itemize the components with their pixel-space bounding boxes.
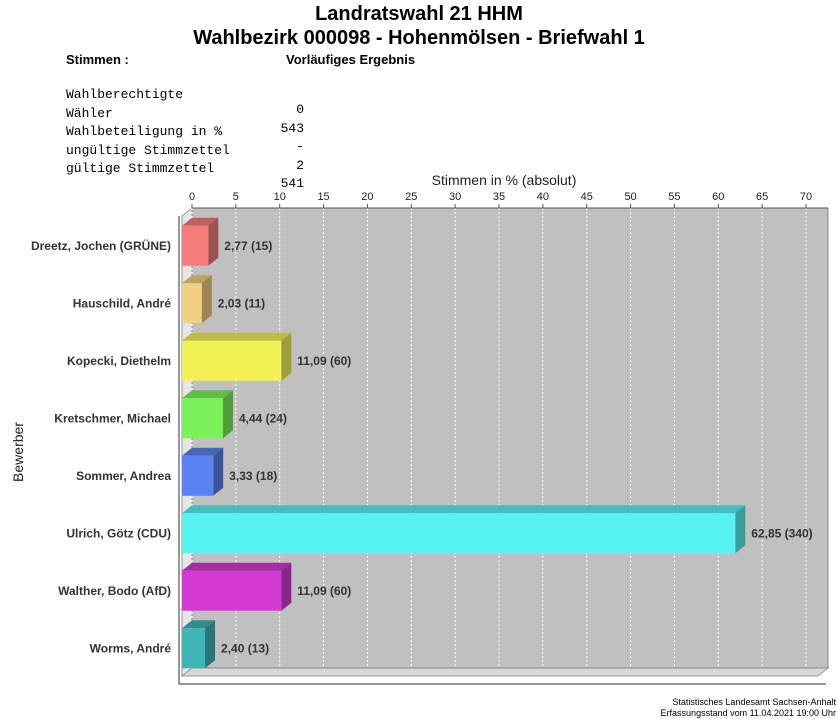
bar-top bbox=[182, 332, 292, 341]
x-tick-label: 15 bbox=[317, 191, 329, 203]
stats-header-left: Stimmen : bbox=[66, 52, 129, 67]
bar bbox=[182, 398, 223, 439]
x-tick-label: 55 bbox=[668, 191, 680, 203]
stats-header-right: Vorläufiges Ergebnis bbox=[286, 52, 416, 67]
stats-label: Wahlberechtigte bbox=[66, 87, 184, 102]
category-label: Kretschmer, Michael bbox=[54, 411, 171, 425]
data-label: 11,09 (60) bbox=[297, 354, 351, 368]
x-tick-label: 0 bbox=[189, 191, 195, 203]
bar-side bbox=[735, 505, 746, 554]
y-axis-title: Bewerber bbox=[10, 422, 26, 482]
stats-value: 541 bbox=[280, 176, 304, 191]
x-tick-label: 45 bbox=[581, 191, 593, 203]
value-labels: 2,77 (15) 2,03 (11) 11,09 (60) 4,44 (24) 3,3… bbox=[218, 239, 813, 656]
bar-top bbox=[182, 217, 219, 226]
x-tick-label: 60 bbox=[712, 191, 724, 203]
bar-side bbox=[208, 217, 219, 266]
x-tick-label: 20 bbox=[361, 191, 373, 203]
stats-value: 0 bbox=[296, 102, 304, 117]
footer-source: Statistisches Landesamt Sachsen-Anhalt bbox=[672, 697, 836, 707]
data-label: 2,03 (11) bbox=[218, 296, 265, 310]
stats-row: ungültige Stimmzettel 2 bbox=[66, 128, 316, 188]
bar bbox=[182, 570, 282, 611]
bar-side bbox=[213, 447, 224, 496]
data-label: 62,85 (340) bbox=[751, 526, 812, 540]
category-label: Hauschild, André bbox=[73, 296, 172, 310]
x-axis-title: Stimmen in % (absolut) bbox=[432, 172, 577, 188]
stats-value: 2 bbox=[296, 158, 304, 173]
x-tick-label: 10 bbox=[274, 191, 286, 203]
x-tick-label: 65 bbox=[756, 191, 768, 203]
bar-top bbox=[182, 275, 212, 284]
plot-area bbox=[178, 206, 830, 685]
data-label: 2,40 (13) bbox=[221, 641, 269, 655]
x-tick-label: 70 bbox=[800, 191, 812, 203]
bar-side bbox=[205, 620, 216, 669]
bar-side bbox=[222, 390, 233, 439]
plot-floor bbox=[180, 667, 830, 677]
bar-top bbox=[182, 562, 292, 571]
stats-label: Wahlbeteiligung in % bbox=[66, 124, 223, 139]
x-tick-label: 5 bbox=[233, 191, 239, 203]
data-label: 2,77 (15) bbox=[224, 239, 272, 253]
plot-back-wall bbox=[191, 207, 829, 669]
data-label: 3,33 (18) bbox=[229, 469, 277, 483]
bar-top bbox=[182, 505, 746, 514]
bar bbox=[182, 455, 214, 496]
category-label: Dreetz, Jochen (GRÜNE) bbox=[31, 238, 171, 253]
data-label: 11,09 (60) bbox=[297, 584, 351, 598]
x-tick-label: 40 bbox=[537, 191, 549, 203]
bar-top bbox=[182, 390, 233, 399]
chart-title-line2: Wahlbezirk 000098 - Hohenmölsen - Briefw… bbox=[193, 27, 645, 49]
bar-side bbox=[281, 562, 292, 611]
bar bbox=[182, 628, 206, 669]
stats-label: ungültige Stimmzettel bbox=[66, 143, 230, 158]
bar bbox=[182, 513, 736, 554]
stats-value: - bbox=[296, 139, 304, 154]
bar-top bbox=[182, 620, 216, 629]
x-tick-label: 30 bbox=[449, 191, 461, 203]
bar bbox=[182, 340, 282, 381]
x-axis: 0 5 10 15 20 25 30 35 40 45 50 55 60 65 70 bbox=[189, 191, 828, 209]
stats-row: Wähler 543 bbox=[66, 91, 316, 151]
bar bbox=[182, 283, 202, 324]
bar-top bbox=[182, 447, 224, 456]
stats-row: gültige Stimmzettel 541 bbox=[66, 146, 316, 206]
bar bbox=[182, 225, 209, 266]
x-tick-label: 25 bbox=[405, 191, 417, 203]
stats-label: gültige Stimmzettel bbox=[66, 161, 215, 176]
category-label: Sommer, Andrea bbox=[76, 469, 171, 483]
bars bbox=[182, 217, 746, 669]
stats-row: Wahlberechtigte 0 bbox=[66, 72, 316, 132]
x-tick-label: 50 bbox=[624, 191, 636, 203]
x-tick-label: 35 bbox=[493, 191, 505, 203]
stats-row: Wahlbeteiligung in % - bbox=[66, 109, 316, 169]
stats-label: Wähler bbox=[66, 106, 113, 121]
category-labels: Dreetz, Jochen (GRÜNE) Hauschild, André Ko… bbox=[31, 238, 171, 656]
grid-lines bbox=[191, 208, 807, 668]
category-label: Kopecki, Diethelm bbox=[67, 354, 171, 368]
stats-value: 543 bbox=[280, 121, 304, 136]
footer-timestamp: Erfassungsstand vom 11.04.2021 19:00 Uhr bbox=[660, 708, 836, 718]
chart-title-line1: Landratswahl 21 HHM bbox=[315, 3, 523, 25]
data-label: 4,44 (24) bbox=[239, 411, 287, 425]
category-label: Ulrich, Götz (CDU) bbox=[66, 526, 171, 540]
bar-side bbox=[201, 275, 212, 324]
category-label: Worms, André bbox=[90, 641, 172, 655]
bar-side bbox=[281, 332, 292, 381]
category-label: Walther, Bodo (AfD) bbox=[58, 584, 171, 598]
